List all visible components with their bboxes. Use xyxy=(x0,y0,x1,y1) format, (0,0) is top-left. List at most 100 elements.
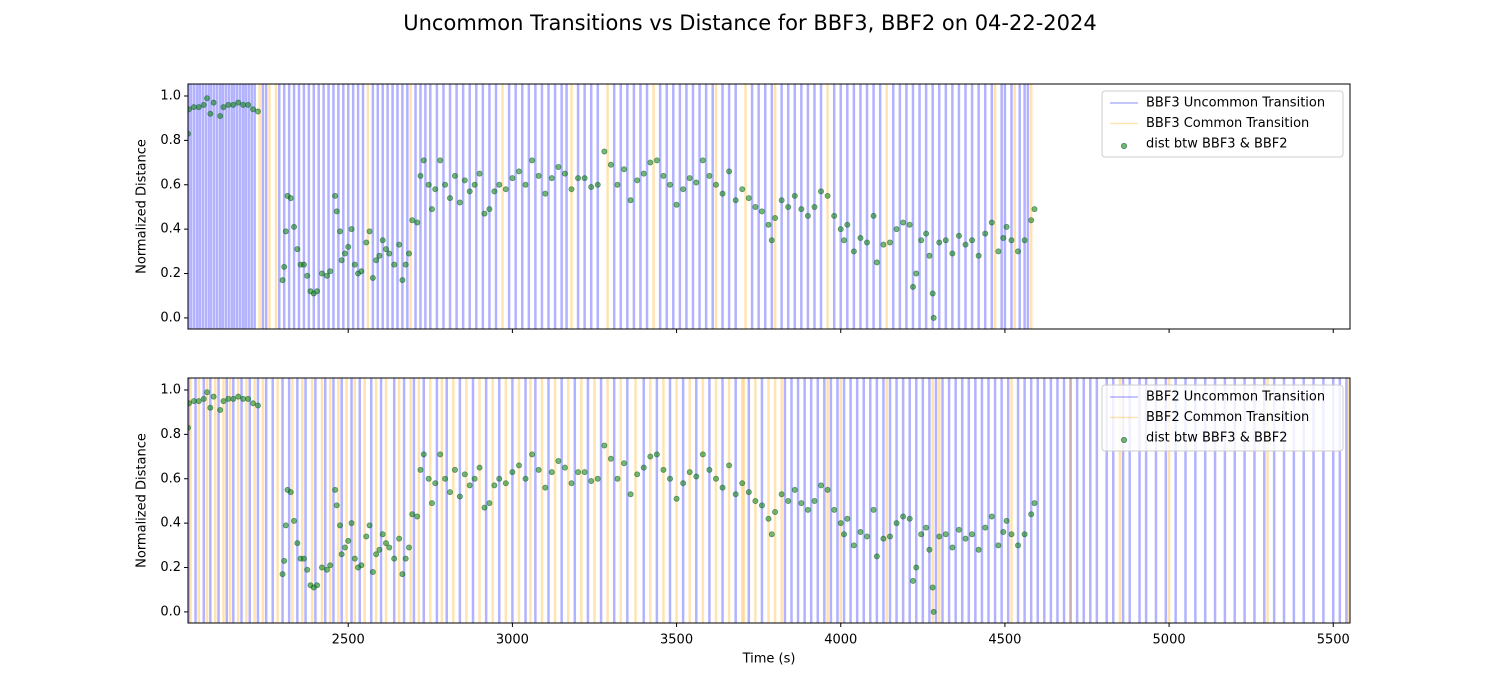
data-point xyxy=(210,393,217,400)
data-point xyxy=(594,475,601,482)
data-point xyxy=(399,277,406,284)
data-point xyxy=(190,104,197,111)
data-point xyxy=(568,480,575,487)
data-point xyxy=(373,551,380,558)
data-point xyxy=(379,237,386,244)
data-point xyxy=(341,544,348,551)
data-point xyxy=(373,257,380,264)
data-point xyxy=(962,241,969,248)
data-point xyxy=(369,568,376,575)
data-point xyxy=(841,531,848,538)
data-point xyxy=(955,232,962,239)
data-point xyxy=(190,398,197,405)
data-point xyxy=(366,228,373,235)
data-point xyxy=(447,489,454,496)
data-point xyxy=(686,469,693,476)
data-point xyxy=(607,455,614,462)
data-point xyxy=(481,504,488,511)
data-point xyxy=(673,201,680,208)
data-point xyxy=(240,101,247,108)
legend-box xyxy=(1101,384,1344,452)
data-point xyxy=(785,497,792,504)
data-point xyxy=(772,215,779,222)
data-point xyxy=(200,395,207,402)
data-point xyxy=(188,106,192,113)
data-point xyxy=(476,464,483,471)
y-tick-label: 0.2 xyxy=(160,560,181,575)
data-point xyxy=(969,531,976,538)
data-point xyxy=(432,480,439,487)
data-point xyxy=(886,239,893,246)
data-point xyxy=(204,389,211,396)
x-tick-label: 3500 xyxy=(660,633,693,648)
data-point xyxy=(712,181,719,188)
data-point xyxy=(217,112,224,119)
data-point xyxy=(386,250,393,257)
data-point xyxy=(873,553,880,560)
data-point xyxy=(975,546,982,553)
plot-marks xyxy=(188,84,1038,329)
data-point xyxy=(798,206,805,213)
data-point xyxy=(850,248,857,255)
data-point xyxy=(529,451,536,458)
data-point xyxy=(745,195,752,202)
legend-label: dist btw BBF3 & BBF2 xyxy=(1146,137,1288,152)
data-point xyxy=(396,241,403,248)
data-point xyxy=(791,486,798,493)
data-point xyxy=(913,564,920,571)
data-point xyxy=(476,170,483,177)
data-point xyxy=(758,502,765,509)
data-point xyxy=(667,181,674,188)
data-point xyxy=(254,108,261,115)
data-point xyxy=(382,540,389,547)
data-point xyxy=(461,471,468,478)
data-point xyxy=(594,181,601,188)
data-point xyxy=(200,101,207,108)
data-point xyxy=(345,537,352,544)
data-point xyxy=(376,252,383,259)
data-point xyxy=(442,181,449,188)
data-point xyxy=(640,464,647,471)
data-point xyxy=(768,237,775,244)
data-point xyxy=(204,95,211,102)
x-axis-label: Time (s) xyxy=(742,652,796,667)
data-point xyxy=(1015,248,1022,255)
data-point xyxy=(930,608,937,615)
y-axis-label: Normalized Distance xyxy=(135,433,150,568)
data-point xyxy=(509,469,516,476)
data-point xyxy=(1031,500,1038,507)
data-point xyxy=(414,219,421,226)
x-tick-label: 4000 xyxy=(824,633,857,648)
data-point xyxy=(279,277,286,284)
data-point xyxy=(581,175,588,182)
data-point xyxy=(496,181,503,188)
data-point xyxy=(804,506,811,513)
data-point xyxy=(857,235,864,242)
data-point xyxy=(304,566,311,573)
data-point xyxy=(402,261,409,268)
data-point xyxy=(432,186,439,193)
data-point xyxy=(509,175,516,182)
x-tick-label: 3000 xyxy=(496,633,529,648)
legend-box xyxy=(1101,90,1344,158)
data-point xyxy=(607,161,614,168)
data-point xyxy=(811,497,818,504)
y-tick-label: 0.4 xyxy=(160,222,181,237)
data-point xyxy=(548,175,555,182)
data-point xyxy=(1008,237,1015,244)
data-point xyxy=(1008,531,1015,538)
data-point xyxy=(376,546,383,553)
data-point xyxy=(601,442,608,449)
data-point xyxy=(850,542,857,549)
data-point xyxy=(535,172,542,179)
data-point xyxy=(471,475,478,482)
y-tick-label: 0.2 xyxy=(160,266,181,281)
data-point xyxy=(195,104,202,111)
data-point xyxy=(332,192,339,199)
data-point xyxy=(614,475,621,482)
data-point xyxy=(1000,235,1007,242)
data-point xyxy=(1003,223,1010,230)
data-point xyxy=(318,270,325,277)
data-point xyxy=(428,500,435,507)
